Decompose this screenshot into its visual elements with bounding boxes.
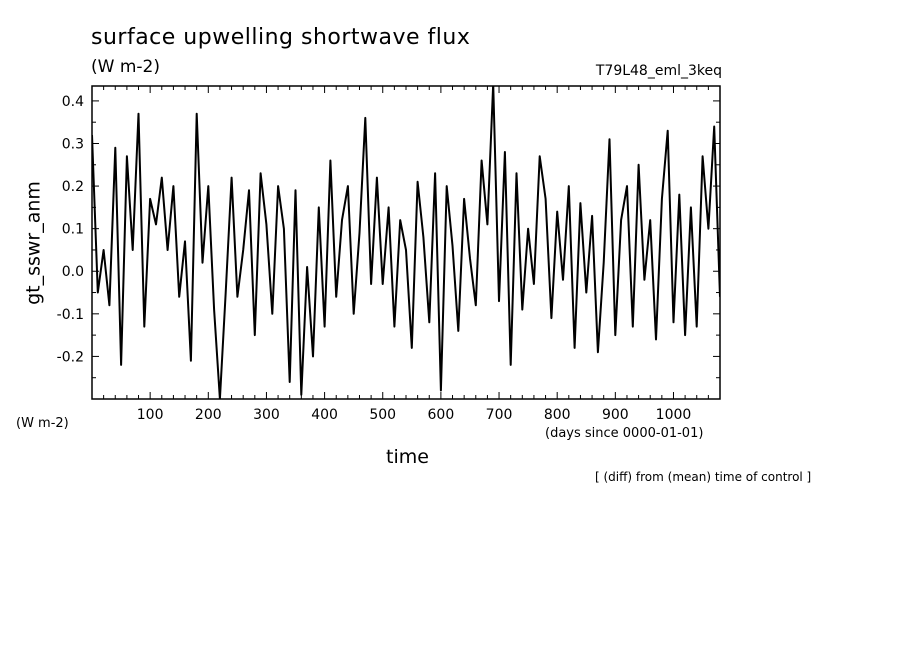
y-tick-label: 0.3 (62, 136, 84, 152)
y-tick-label: 0.0 (62, 264, 84, 280)
comparison-note: [ (diff) from (mean) time of control ] (595, 470, 812, 484)
x-tick-label: 300 (253, 407, 280, 423)
y-tick-label: 0.2 (62, 179, 84, 195)
plot-frame (91, 85, 721, 400)
x-tick-label: 700 (486, 407, 513, 423)
chart-title: surface upwelling shortwave flux (91, 25, 471, 50)
y-tick-label: 0.4 (62, 94, 84, 110)
run-label: T79L48_eml_3keq (595, 63, 722, 79)
y-tick-label: 0.1 (62, 222, 84, 238)
chart-units: (W m-2) (91, 57, 160, 77)
x-tick-label: 600 (428, 407, 455, 423)
x-tick-label: 900 (602, 407, 629, 423)
x-axis-label: time (386, 446, 429, 468)
x-tick-label: 100 (137, 407, 164, 423)
y-tick-label: -0.2 (57, 349, 84, 365)
x-tick-label: 800 (544, 407, 571, 423)
y-tick-label: -0.1 (57, 307, 84, 323)
x-tick-label: 1000 (656, 407, 692, 423)
x-tick-label: 400 (311, 407, 338, 423)
series-line (92, 86, 720, 399)
x-axis-units: (days since 0000-01-01) (545, 426, 704, 441)
x-tick-label: 500 (369, 407, 396, 423)
x-tick-label: 200 (195, 407, 222, 423)
y-axis-units: (W m-2) (16, 416, 69, 431)
